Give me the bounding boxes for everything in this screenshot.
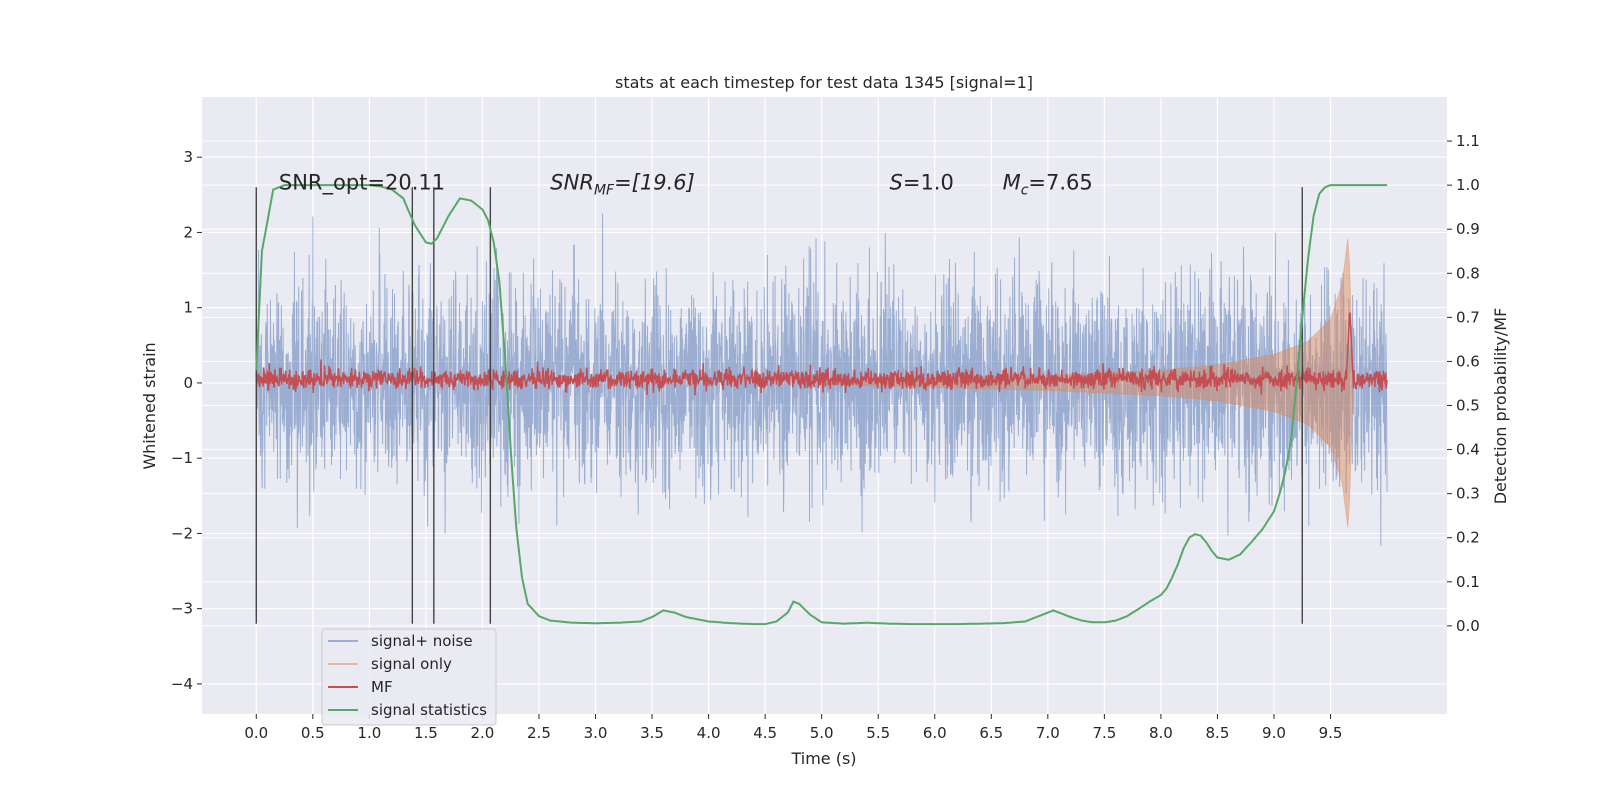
x-tick-label-3: 1.5 (414, 724, 438, 742)
annotation-mc: Mc=7.65 (1003, 170, 1093, 198)
right-tick-label-5: 0.5 (1456, 397, 1480, 415)
legend-label-signal-only: signal only (371, 655, 452, 673)
right-tick-label-9: 0.9 (1456, 220, 1480, 238)
right-tick-label-11: 1.1 (1456, 132, 1480, 150)
x-tick-labels: 0.0 0.5 1.0 1.5 2.0 2.5 3.0 3.5 4.0 4.5 5.0 5.5 6.0 6… (244, 714, 1342, 742)
annotation-s: S=1.0 (890, 170, 954, 194)
x-tick-label-4: 2.0 (471, 724, 495, 742)
y-tick-label-1: −3 (171, 600, 193, 618)
x-tick-label-5: 2.5 (527, 724, 551, 742)
annotations: SNR_opt=20.11 SNRMF=[19.6] S=1.0 Mc=7.65 (279, 170, 1093, 198)
y-tick-label-5: 1 (183, 299, 193, 317)
vertical-markers (255, 187, 1303, 624)
series-mf (255, 312, 1388, 396)
x-tick-label-7: 3.5 (640, 724, 664, 742)
legend-label-mf: MF (371, 678, 393, 696)
right-tick-label-7: 0.7 (1456, 308, 1480, 326)
y-tick-labels: −4 −3 −2 −1 0 1 2 3 (171, 148, 202, 693)
series-signal-statistics (255, 184, 1388, 626)
signal-statistics-line (255, 184, 1388, 626)
right-axis-tick-labels: 0.0 0.1 0.2 0.3 0.4 0.5 0.6 0.7 0.8 0.9 1.0 1.1 (1447, 132, 1480, 635)
x-tick-label-0: 0.0 (244, 724, 268, 742)
annotation-snr-opt: SNR_opt=20.11 (279, 170, 445, 195)
series-signal-noise (255, 213, 1388, 546)
y-tick-label-6: 2 (183, 223, 193, 241)
y-tick-label-3: −1 (171, 449, 193, 467)
right-tick-label-10: 1.0 (1456, 176, 1480, 194)
right-tick-label-8: 0.8 (1456, 264, 1480, 282)
x-tick-label-14: 7.0 (1036, 724, 1060, 742)
annotation-snr-mf: SNRMF=[19.6] (550, 170, 695, 198)
y-axis-label: Whitened strain (140, 342, 159, 469)
x-tick-label-16: 8.0 (1149, 724, 1173, 742)
x-tick-label-10: 5.0 (810, 724, 834, 742)
right-tick-label-1: 0.1 (1456, 573, 1480, 591)
right-tick-label-4: 0.4 (1456, 441, 1480, 459)
mf-line (255, 312, 1388, 396)
right-tick-label-0: 0.0 (1456, 617, 1480, 635)
y-tick-label-2: −2 (171, 524, 193, 542)
x-tick-label-15: 7.5 (1092, 724, 1116, 742)
x-tick-label-8: 4.0 (697, 724, 721, 742)
legend-box (321, 628, 497, 726)
x-tick-label-6: 3.0 (584, 724, 608, 742)
x-tick-label-11: 5.5 (866, 724, 890, 742)
right-tick-label-6: 0.6 (1456, 352, 1480, 370)
x-tick-label-17: 8.5 (1206, 724, 1230, 742)
x-axis-label: Time (s) (790, 749, 856, 768)
x-tick-label-9: 4.5 (753, 724, 777, 742)
right-tick-label-3: 0.3 (1456, 485, 1480, 503)
legend-label-signal-noise: signal+ noise (371, 632, 473, 650)
legend-label-signal-statistics: signal statistics (371, 701, 487, 719)
x-tick-label-18: 9.0 (1262, 724, 1286, 742)
y-tick-label-7: 3 (183, 148, 193, 166)
x-tick-label-19: 9.5 (1319, 724, 1343, 742)
x-tick-label-1: 0.5 (301, 724, 325, 742)
y-tick-label-0: −4 (171, 675, 193, 693)
x-tick-label-13: 6.5 (979, 724, 1003, 742)
y-tick-label-4: 0 (183, 374, 193, 392)
signal-noise-line (255, 213, 1388, 546)
x-tick-label-2: 1.0 (357, 724, 381, 742)
right-axis-label: Detection probability/MF (1491, 308, 1510, 505)
right-tick-label-2: 0.2 (1456, 529, 1480, 547)
legend: signal+ noise signal only MF signal stat… (321, 628, 497, 726)
x-tick-label-12: 6.0 (923, 724, 947, 742)
chart-title: stats at each timestep for test data 134… (615, 73, 1033, 92)
